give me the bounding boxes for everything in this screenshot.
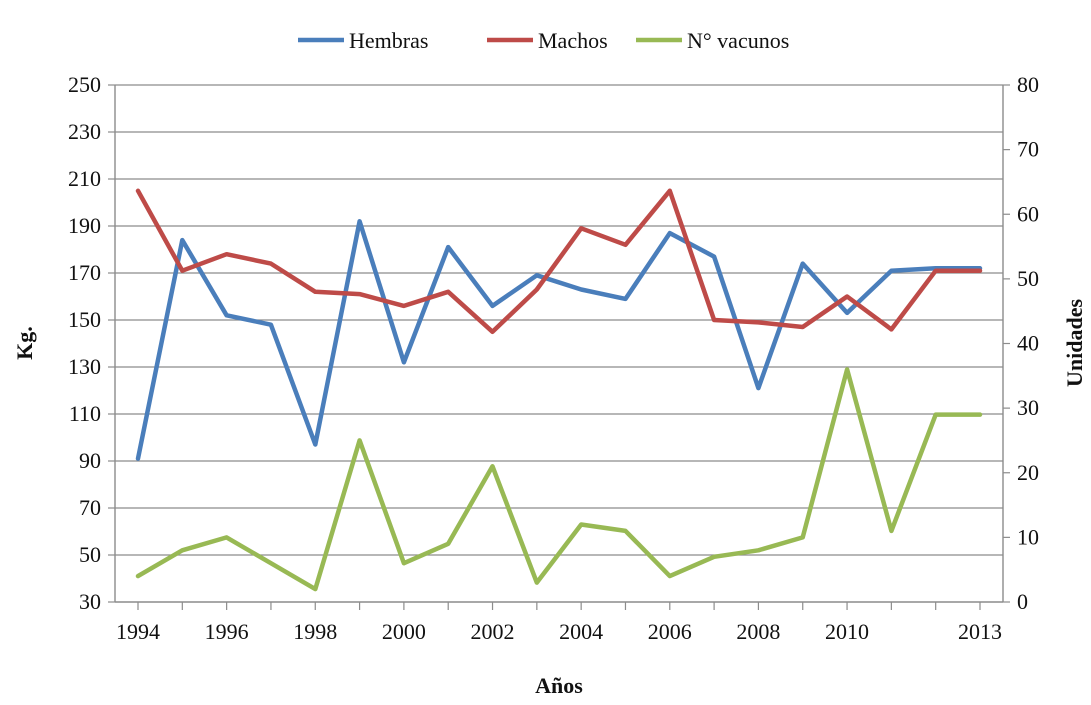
y-tick-label: 210 — [68, 166, 101, 191]
x-tick-label: 2002 — [471, 619, 515, 644]
x-tick-label: 2000 — [382, 619, 426, 644]
y2-tick-label: 10 — [1017, 524, 1039, 549]
series-line-hembras — [135, 219, 983, 461]
y-tick-label: 130 — [68, 354, 101, 379]
x-tick-label: 2008 — [736, 619, 780, 644]
y2-tick-label: 60 — [1017, 201, 1039, 226]
y-tick-label: 190 — [68, 213, 101, 238]
y2-tick-label: 20 — [1017, 460, 1039, 485]
x-tick-label: 1994 — [116, 619, 160, 644]
legend-label: Machos — [538, 28, 608, 53]
tick-labels: 30 50 70 90 110 130 150 170 190 210 230 250 0 10 20 30 4… — [68, 72, 1039, 644]
y-tick-label: 250 — [68, 72, 101, 97]
y2-tick-label: 70 — [1017, 137, 1039, 162]
y-tick-label: 230 — [68, 119, 101, 144]
y2-tick-label: 30 — [1017, 395, 1039, 420]
x-tick-label: 1998 — [293, 619, 337, 644]
legend-label: N° vacunos — [687, 28, 789, 53]
series-line-n-vacunos — [135, 367, 983, 592]
x-tick-label: 1996 — [205, 619, 249, 644]
y-tick-label: 30 — [79, 589, 101, 614]
y-tick-label: 90 — [79, 448, 101, 473]
y-tick-label: 150 — [68, 307, 101, 332]
y-tick-label: 70 — [79, 495, 101, 520]
x-tick-label: 2013 — [958, 619, 1002, 644]
legend: Hembras Machos N° vacunos — [298, 28, 789, 53]
axes — [108, 84, 1010, 610]
gridlines — [115, 84, 1003, 556]
y2-tick-label: 40 — [1017, 331, 1039, 356]
x-axis-title: Años — [535, 673, 583, 698]
series-line-machos — [135, 188, 983, 335]
y-tick-label: 110 — [69, 401, 101, 426]
series-lines — [135, 188, 983, 592]
x-tick-label: 2006 — [648, 619, 692, 644]
y2-tick-label: 50 — [1017, 266, 1039, 291]
y2-tick-label: 80 — [1017, 72, 1039, 97]
y-axis-title: Kg. — [12, 326, 37, 360]
y2-axis-title: Unidades — [1062, 299, 1087, 387]
x-tick-label: 2004 — [559, 619, 603, 644]
x-tick-label: 2010 — [825, 619, 869, 644]
y-tick-label: 50 — [79, 542, 101, 567]
y-tick-label: 170 — [68, 260, 101, 285]
y2-tick-label: 0 — [1017, 589, 1028, 614]
legend-label: Hembras — [349, 28, 428, 53]
